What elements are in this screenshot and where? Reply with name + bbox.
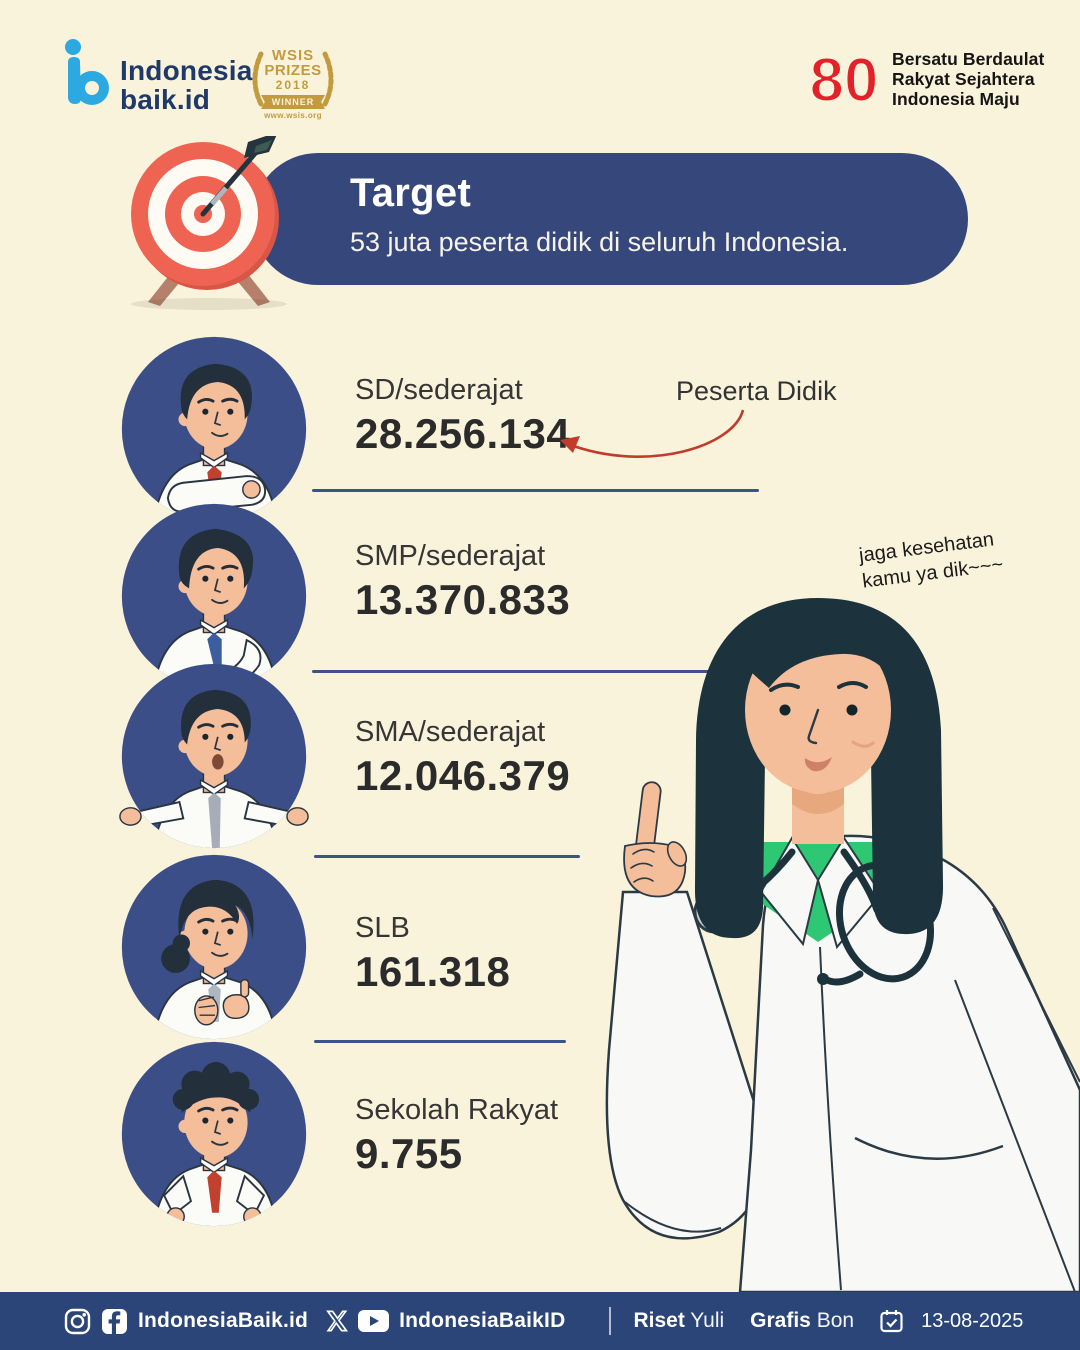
callout-peserta-didik: Peserta Didik — [676, 376, 837, 406]
stat-value-sma: 12.046.379 — [355, 752, 571, 799]
footer-social-group: IndonesiaBaikID — [326, 1309, 565, 1333]
footer-grafis: Grafis Bon — [750, 1309, 854, 1333]
banner-subtitle: 53 juta peserta didik di seluruh Indones… — [350, 227, 849, 257]
riset-name: Yuli — [690, 1309, 725, 1332]
footer-meta-group: IndonesiaBaik.id — [64, 1308, 308, 1335]
x-icon — [326, 1310, 349, 1332]
tagline-line1: Bersatu Berdaulat — [892, 49, 1045, 69]
svg-text:80: 80 — [810, 46, 879, 114]
avatar-sekolah-rakyat-student — [121, 1041, 307, 1227]
stat-label-sd: SD/sederajat — [355, 374, 523, 406]
avatar-slb-student — [121, 854, 307, 1040]
pointing-hand — [623, 781, 688, 898]
curved-arrow-icon — [560, 409, 745, 458]
avatar-sma-student — [119, 663, 309, 849]
award-url: www.wsis.org — [264, 111, 322, 120]
divider-line — [312, 670, 753, 673]
youtube-icon — [358, 1310, 390, 1332]
stat-value-sd: 28.256.134 — [355, 410, 571, 457]
avatar-sd-student — [121, 336, 307, 522]
doctor-illustration — [555, 590, 1080, 1292]
dartboard-target-icon — [131, 136, 287, 310]
footer-separator — [609, 1307, 612, 1335]
brand-line1: Indonesia — [120, 55, 253, 86]
grafis-name: Bon — [816, 1309, 855, 1332]
anniversary-tagline: Bersatu Berdaulat Rakyat Sejahtera Indon… — [892, 49, 1044, 109]
footer-meta-handle: IndonesiaBaik.id — [138, 1309, 309, 1332]
footer-bar: IndonesiaBaik.id IndonesiaBaikID Riset Y… — [0, 1292, 1080, 1350]
target-banner: Target 53 juta peserta didik di seluruh … — [252, 153, 968, 285]
award-year: 2018 — [275, 78, 311, 92]
grafis-label: Grafis — [750, 1309, 811, 1332]
facebook-icon — [101, 1308, 128, 1335]
award-title: WSIS — [271, 47, 315, 64]
brand-name: Indonesia baik.id — [120, 56, 253, 114]
footer-riset: Riset Yuli — [633, 1309, 724, 1333]
divider-line — [312, 489, 759, 492]
laurel-wreath-icon — [252, 51, 334, 107]
anniversary-80-icon: 80 80 — [809, 45, 880, 114]
indonesiabaik-logo-icon — [65, 39, 109, 105]
stat-value-smp: 13.370.833 — [355, 576, 571, 623]
stat-value-slb: 161.318 — [355, 948, 511, 995]
doctor-speech-text: jaga kesehatan kamu ya dik~~~ — [858, 517, 1073, 594]
brand-logo: Indonesia baik.id — [62, 38, 253, 114]
svg-text:80: 80 — [810, 46, 879, 114]
award-subtitle: PRIZES — [264, 62, 322, 79]
divider-line — [314, 855, 580, 858]
wsis-award-badge: WSIS PRIZES 2018 WINNER www.wsis.org — [247, 46, 339, 120]
stat-value-sekolah-rakyat: 9.755 — [355, 1130, 463, 1177]
stat-label-sekolah-rakyat: Sekolah Rakyat — [355, 1094, 559, 1126]
anniversary-logo: 80 80 Bersatu Berdaulat Rakyat Sejahtera… — [804, 44, 1045, 114]
divider-line — [314, 1040, 566, 1043]
riset-label: Riset — [633, 1309, 685, 1332]
calendar-icon — [880, 1309, 903, 1333]
instagram-icon — [64, 1308, 91, 1335]
banner-title: Target — [350, 171, 472, 215]
stat-label-smp: SMP/sederajat — [355, 540, 546, 572]
award-ribbon: WINNER — [261, 95, 325, 109]
tagline-line3: Indonesia Maju — [892, 89, 1020, 109]
footer-social-handle: IndonesiaBaikID — [399, 1309, 566, 1332]
tagline-line2: Rakyat Sejahtera — [892, 69, 1035, 89]
footer-date: 13-08-2025 — [921, 1309, 1024, 1332]
stat-label-slb: SLB — [355, 912, 410, 944]
stat-label-sma: SMA/sederajat — [355, 716, 546, 748]
brand-line2: baik.id — [120, 84, 211, 115]
